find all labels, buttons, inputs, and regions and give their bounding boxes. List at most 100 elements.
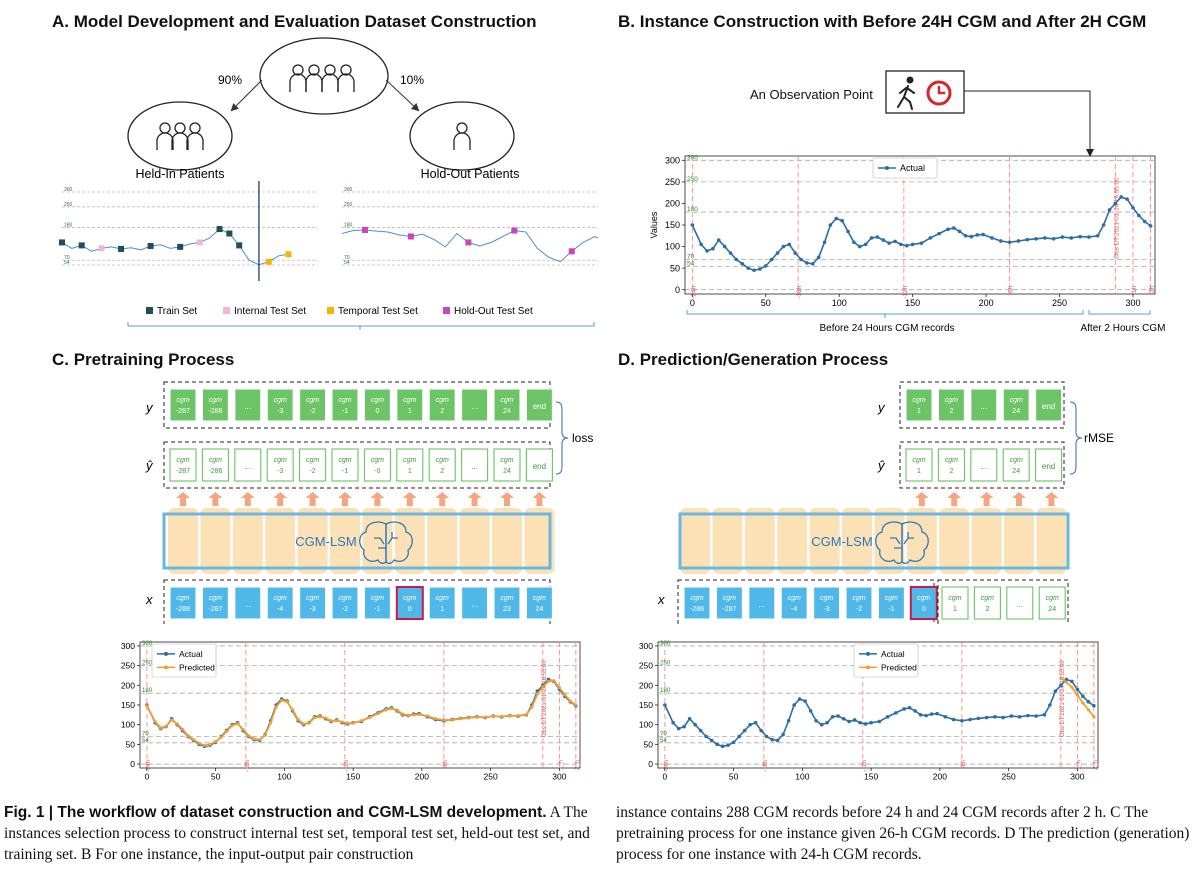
series-point-actual — [1131, 205, 1135, 210]
token-name: cgm — [500, 457, 513, 464]
x-tokens-frame — [677, 579, 935, 624]
series-point-predicted — [376, 712, 380, 716]
group-people-icon — [289, 64, 355, 92]
token-name: cgm — [852, 595, 865, 602]
token-text: ... — [244, 462, 251, 471]
token-name: cgm — [403, 457, 416, 464]
series-point-actual — [682, 724, 686, 729]
y-tick-label: 250 — [639, 661, 653, 671]
token-box — [461, 388, 489, 422]
series-point-actual — [690, 223, 695, 227]
series-point-predicted — [203, 743, 207, 748]
token-box — [299, 448, 327, 482]
token-box — [266, 586, 294, 620]
token-index: 23 — [503, 606, 511, 613]
series-point-actual — [705, 249, 709, 253]
panel-d-title: D. Prediction/Generation Process — [618, 350, 889, 369]
series-point-predicted — [535, 692, 539, 696]
legend-label: Actual — [179, 649, 203, 659]
transformer-column — [777, 508, 808, 574]
series-point-actual — [969, 234, 974, 239]
token-index: 1 — [440, 606, 444, 613]
token-index: -1 — [342, 468, 348, 475]
token-name: cgm — [338, 595, 351, 602]
x-tick-label: 200 — [933, 772, 947, 782]
series-point-actual — [1009, 714, 1014, 718]
mini-marker — [78, 242, 85, 249]
series-point-predicted — [390, 706, 394, 711]
series-point-actual — [1107, 208, 1112, 212]
y-tick-label: 150 — [665, 220, 680, 230]
token-name: cgm — [436, 595, 449, 602]
caption-left: Fig. 1 | The workflow of dataset constru… — [4, 802, 594, 865]
series-point-actual — [758, 267, 762, 271]
x-tick-label: 300 — [552, 772, 566, 782]
token-box — [201, 388, 229, 422]
caption-bold: Fig. 1 | The workflow of dataset constru… — [4, 804, 547, 821]
panel-a-legend: Train Set Internal Test Set Temporal Tes… — [146, 306, 533, 317]
token-box — [525, 388, 553, 422]
token-box — [396, 388, 424, 422]
series-point-actual — [846, 229, 850, 234]
up-arrow — [532, 492, 547, 506]
series-point-predicted — [368, 716, 372, 720]
series-point-predicted — [450, 718, 454, 722]
token-box — [461, 586, 489, 620]
token-index: -2 — [309, 468, 315, 475]
mini-tick-label: 250 — [344, 202, 353, 208]
token-index: -287 — [176, 468, 190, 475]
series-point-predicted — [269, 721, 273, 725]
y-tick-label: 300 — [639, 641, 653, 651]
series-point-actual — [828, 223, 833, 227]
label-x: x — [657, 592, 665, 607]
mini-tick-label: 70 — [64, 255, 70, 261]
legend-swatch-holdout — [443, 307, 450, 314]
time-marker-label: -6h — [443, 760, 449, 769]
y-tick-label: 300 — [121, 641, 135, 651]
token-box — [941, 586, 969, 620]
token-index: 24 — [1048, 606, 1056, 613]
time-marker-label: 1_h — [558, 760, 564, 770]
token-box — [1006, 586, 1034, 620]
series-point-actual — [728, 251, 733, 255]
x-tick-label: 50 — [761, 298, 771, 308]
series-point-actual — [943, 715, 948, 719]
series-point-actual — [722, 244, 727, 249]
token-box — [748, 586, 776, 620]
label-x: x — [145, 592, 153, 607]
series-point-actual — [1086, 700, 1091, 704]
series-point-actual — [928, 236, 933, 240]
token-index: 0 — [922, 606, 926, 613]
series-point-actual — [998, 239, 1003, 243]
series-point-predicted — [247, 734, 251, 738]
token-name: cgm — [500, 397, 513, 404]
token-box — [169, 388, 197, 422]
mini-marker — [98, 245, 105, 252]
y-tick-label: 200 — [121, 680, 135, 690]
chart-legend — [872, 157, 938, 179]
token-box — [813, 586, 841, 620]
observation-point-marker — [885, 70, 1094, 157]
token-index: -3 — [277, 468, 283, 475]
token-box — [169, 586, 197, 620]
series-point-actual — [699, 242, 703, 247]
label-yhat: ŷ — [877, 458, 886, 473]
three-people-icon — [156, 122, 204, 150]
series-point-actual — [1069, 236, 1074, 240]
token-index: 1 — [917, 468, 921, 475]
series-point-actual — [893, 239, 897, 244]
token-text: end — [1042, 402, 1055, 411]
y-tick-label: 150 — [121, 700, 135, 710]
transformer-column — [330, 508, 360, 574]
panel-a-brace — [127, 322, 595, 330]
y-tick-label: 0 — [130, 759, 135, 769]
token-index: -287 — [176, 408, 190, 415]
y-tick-label: 100 — [639, 720, 653, 730]
mini-marker — [196, 239, 203, 246]
time-marker-label: -18h — [763, 760, 769, 772]
series-point-predicted — [1086, 708, 1090, 712]
x-tick-label: 100 — [795, 772, 809, 782]
series-point-actual — [663, 703, 667, 707]
token-index: -1 — [374, 606, 380, 613]
token-box — [905, 448, 933, 482]
